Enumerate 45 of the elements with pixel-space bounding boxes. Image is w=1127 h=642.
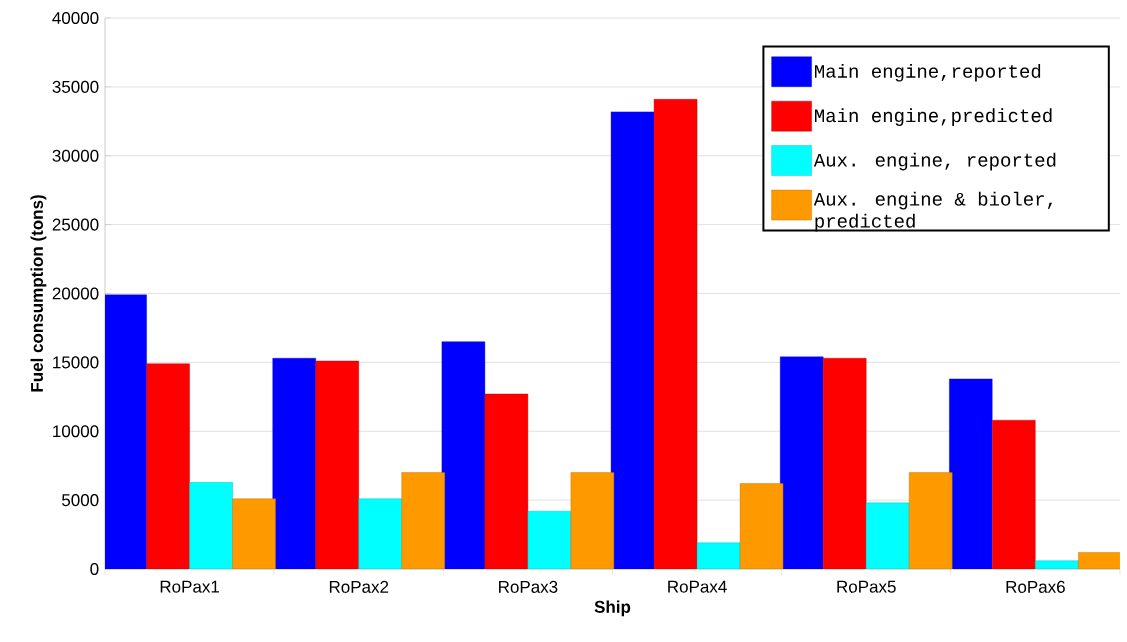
legend-label: Aux. engine, reported <box>813 152 1056 171</box>
bar <box>272 358 316 569</box>
bar <box>1078 552 1120 569</box>
bar <box>866 502 910 569</box>
x-tick-label: RoPax2 <box>329 580 389 593</box>
legend-label: Main engine,reported <box>815 63 1041 82</box>
bar <box>739 483 784 569</box>
bar <box>527 510 572 569</box>
bar <box>189 482 233 569</box>
x-tick-label: RoPax5 <box>837 580 896 593</box>
bar <box>105 294 147 569</box>
y-tick-label: 40000 <box>52 11 99 25</box>
bar <box>696 542 741 569</box>
x-axis-title: Ship <box>594 600 631 617</box>
bar <box>823 358 867 569</box>
bar <box>780 356 824 569</box>
bar <box>146 363 190 569</box>
y-tick-label: 15000 <box>53 356 99 369</box>
y-tick-label: 25000 <box>52 218 99 231</box>
bar <box>1035 560 1079 569</box>
bar <box>358 498 402 569</box>
bar <box>232 498 276 569</box>
y-tick-label: 10000 <box>53 425 99 438</box>
x-tick-label: RoPax4 <box>668 580 727 593</box>
x-tick-label: RoPax3 <box>499 580 558 593</box>
y-tick-label: 5000 <box>62 494 99 507</box>
bar <box>315 360 359 569</box>
bar <box>610 111 655 569</box>
bar <box>401 472 445 569</box>
legend-label: Aux. engine & bioler, predicted <box>813 191 1053 232</box>
bar <box>441 341 486 569</box>
bar <box>484 393 529 569</box>
bar <box>992 420 1036 569</box>
y-tick-label: 0 <box>90 562 99 576</box>
x-tick-label: RoPax6 <box>1006 580 1065 593</box>
bar <box>653 99 698 569</box>
bar <box>570 472 615 569</box>
y-tick-label: 20000 <box>52 287 99 300</box>
bar <box>949 378 993 569</box>
bar <box>909 472 953 569</box>
legend-label: Main engine,predicted <box>815 108 1052 126</box>
x-tick-label: RoPax1 <box>160 580 219 593</box>
y-axis-title: Fuel consumption (tons) <box>30 195 47 392</box>
y-tick-label: 35000 <box>52 80 99 93</box>
y-tick-label: 30000 <box>52 149 99 162</box>
